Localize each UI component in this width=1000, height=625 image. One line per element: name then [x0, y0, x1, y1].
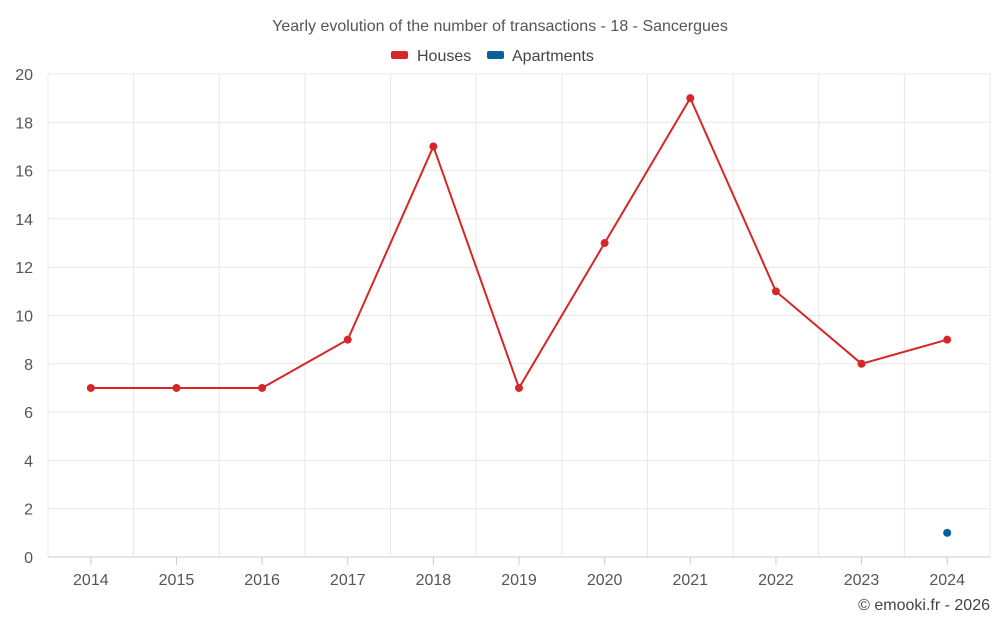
point-houses-2015[interactable]	[172, 383, 181, 392]
point-houses-2021[interactable]	[686, 94, 695, 103]
point-houses-2020[interactable]	[600, 239, 609, 248]
credit-text: © emooki.fr - 2026	[858, 597, 990, 614]
point-houses-2016[interactable]	[258, 383, 267, 392]
y-tick-label: 12	[15, 260, 33, 277]
x-tick-label: 2015	[159, 572, 195, 589]
x-tick-label: 2017	[330, 572, 366, 589]
grid	[47, 73, 991, 558]
point-houses-2018[interactable]	[429, 142, 438, 151]
y-tick-label: 20	[15, 67, 33, 84]
point-houses-2023[interactable]	[857, 359, 866, 368]
x-tick-label: 2014	[73, 572, 109, 589]
point-houses-2019[interactable]	[515, 383, 523, 392]
point-houses-2014[interactable]	[86, 383, 95, 392]
y-tick-label: 4	[24, 453, 33, 470]
y-tick-label: 6	[24, 405, 33, 422]
y-tick-label: 2	[24, 502, 33, 519]
x-tick-label: 2024	[929, 572, 965, 589]
chart-title: Yearly evolution of the number of transa…	[272, 18, 728, 35]
x-tick-label: 2018	[416, 572, 452, 589]
y-tick-label: 16	[15, 164, 33, 181]
y-tick-label: 18	[15, 115, 33, 132]
y-axis: 0 2 4 6 8 10 12 14 16 18 20	[15, 67, 33, 567]
series	[86, 94, 952, 537]
x-tick-label: 2021	[672, 572, 708, 589]
x-tick-label: 2020	[587, 572, 623, 589]
x-tick-label: 2016	[244, 572, 280, 589]
y-tick-label: 14	[15, 212, 33, 229]
point-houses-2017[interactable]	[343, 335, 352, 344]
legend-label-houses[interactable]: Houses	[417, 48, 471, 65]
legend-swatch-houses[interactable]	[391, 51, 408, 59]
point-houses-2024[interactable]	[943, 335, 952, 344]
point-apartments-2024[interactable]	[943, 528, 952, 537]
x-tick-label: 2022	[758, 572, 794, 589]
legend: Houses Apartments	[391, 48, 594, 65]
legend-label-apartments[interactable]: Apartments	[512, 48, 594, 65]
x-axis: 2014 2015 2016 2017 2018 2019 2020 2021 2022 2023…	[48, 556, 990, 589]
x-tick-label: 2023	[844, 572, 880, 589]
point-houses-2022[interactable]	[771, 287, 780, 296]
y-tick-label: 8	[24, 357, 33, 374]
x-tick-label: 2019	[501, 572, 537, 589]
y-tick-label: 0	[24, 550, 33, 567]
legend-swatch-apartments[interactable]	[487, 51, 504, 59]
y-tick-label: 10	[15, 309, 33, 326]
